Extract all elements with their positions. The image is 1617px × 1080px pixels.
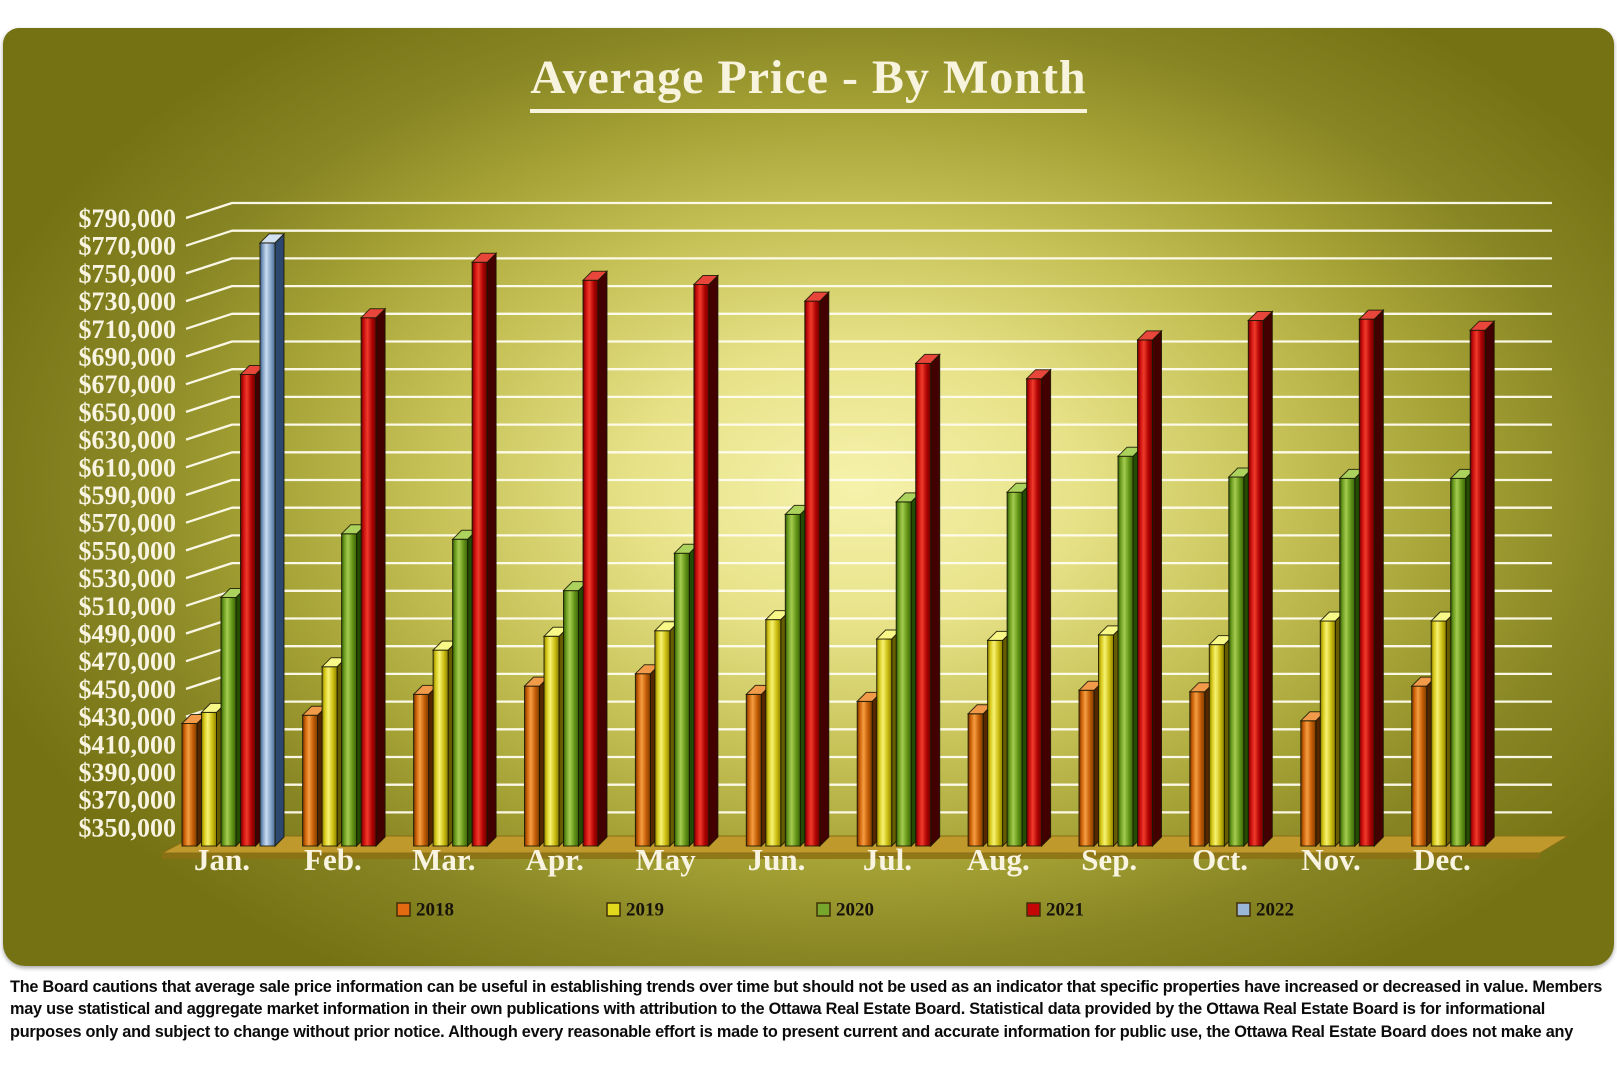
bar-2021-dec: [1468, 319, 1496, 848]
bar-2021-oct: [1247, 310, 1274, 848]
legend-swatch: [816, 902, 831, 917]
x-tick-label: Aug.: [967, 842, 1030, 877]
x-tick-label: Sep.: [1081, 842, 1137, 877]
legend-label: 2022: [1256, 900, 1294, 921]
gridline: [185, 340, 1552, 358]
y-tick-label: $510,000: [79, 592, 177, 621]
y-tick-label: $390,000: [79, 758, 177, 787]
x-tick-label: Nov.: [1301, 842, 1360, 877]
gridline: [185, 451, 1552, 469]
bar-2021-jun: [803, 290, 831, 848]
x-tick-label: Apr.: [526, 842, 584, 877]
chart-floor-edge: [162, 853, 1540, 859]
y-tick-label: $690,000: [79, 343, 177, 372]
y-tick-label: $350,000: [79, 813, 177, 842]
gridline: [185, 534, 1552, 552]
gridline: [185, 201, 1552, 220]
gridline: [185, 229, 1552, 247]
legend-swatch: [396, 902, 411, 917]
bar-2022-jan: [258, 232, 286, 848]
y-tick-label: $530,000: [79, 564, 177, 593]
legend-swatch: [1236, 902, 1251, 917]
bar-2021-nov: [1358, 308, 1385, 848]
disclaimer-text: The Board cautions that average sale pri…: [10, 976, 1607, 1044]
legend-item-2021: 2021: [1026, 900, 1084, 921]
y-tick-label: $370,000: [79, 786, 177, 815]
gridline: [185, 561, 1552, 580]
y-tick-label: $710,000: [79, 315, 177, 344]
y-tick-label: $610,000: [79, 453, 177, 482]
y-tick-label: $470,000: [79, 647, 177, 676]
gridline: [185, 368, 1552, 386]
x-tick-label: Feb.: [304, 842, 362, 877]
y-tick-label: $730,000: [79, 287, 177, 316]
bar-2021-aug: [1025, 368, 1052, 848]
gridline: [185, 478, 1552, 497]
legend-label: 2021: [1046, 900, 1084, 921]
gridline: [185, 506, 1552, 524]
bar-2021-apr: [581, 270, 609, 848]
y-tick-label: $670,000: [79, 370, 177, 399]
y-tick-label: $630,000: [79, 426, 177, 455]
legend-item-2019: 2019: [606, 900, 664, 921]
y-tick-label: $750,000: [79, 259, 177, 288]
x-tick-label: Dec.: [1413, 842, 1471, 877]
bar-2021-feb: [359, 307, 387, 848]
y-tick-label: $490,000: [79, 620, 177, 649]
bar-2021-sep: [1136, 329, 1163, 848]
gridline: [185, 423, 1552, 441]
legend-item-2018: 2018: [396, 900, 454, 921]
gridline: [185, 284, 1552, 303]
chart-title: Average Price - By Month: [0, 50, 1617, 113]
x-tick-label: Jun.: [748, 842, 806, 877]
x-tick-label: Mar.: [412, 842, 475, 877]
gridline: [185, 257, 1552, 275]
x-tick-label: Jul.: [863, 842, 912, 877]
chart-title-text: Average Price - By Month: [530, 51, 1087, 113]
bar-2021-jul: [914, 353, 941, 848]
legend-swatch: [1026, 902, 1041, 917]
legend-item-2020: 2020: [816, 900, 874, 921]
legend-label: 2020: [836, 900, 874, 921]
legend-label: 2018: [416, 900, 454, 921]
y-tick-label: $550,000: [79, 536, 177, 565]
y-tick-label: $650,000: [79, 398, 177, 427]
legend-swatch: [606, 902, 621, 917]
y-tick-label: $450,000: [79, 675, 177, 704]
x-tick-label: Jan.: [194, 842, 250, 877]
y-tick-label: $570,000: [79, 509, 177, 538]
y-tick-label: $410,000: [79, 730, 177, 759]
y-tick-label: $590,000: [79, 481, 177, 510]
legend-label: 2019: [626, 900, 664, 921]
bar-2021-may: [692, 274, 720, 848]
gridline: [185, 395, 1552, 413]
y-tick-label: $770,000: [79, 232, 177, 261]
gridline: [185, 312, 1552, 330]
y-tick-label: $790,000: [79, 204, 177, 233]
legend-item-2022: 2022: [1236, 900, 1294, 921]
bar-2021-mar: [470, 252, 498, 848]
y-tick-label: $430,000: [79, 703, 177, 732]
x-tick-label: May: [635, 842, 696, 877]
x-tick-label: Oct.: [1192, 842, 1248, 877]
